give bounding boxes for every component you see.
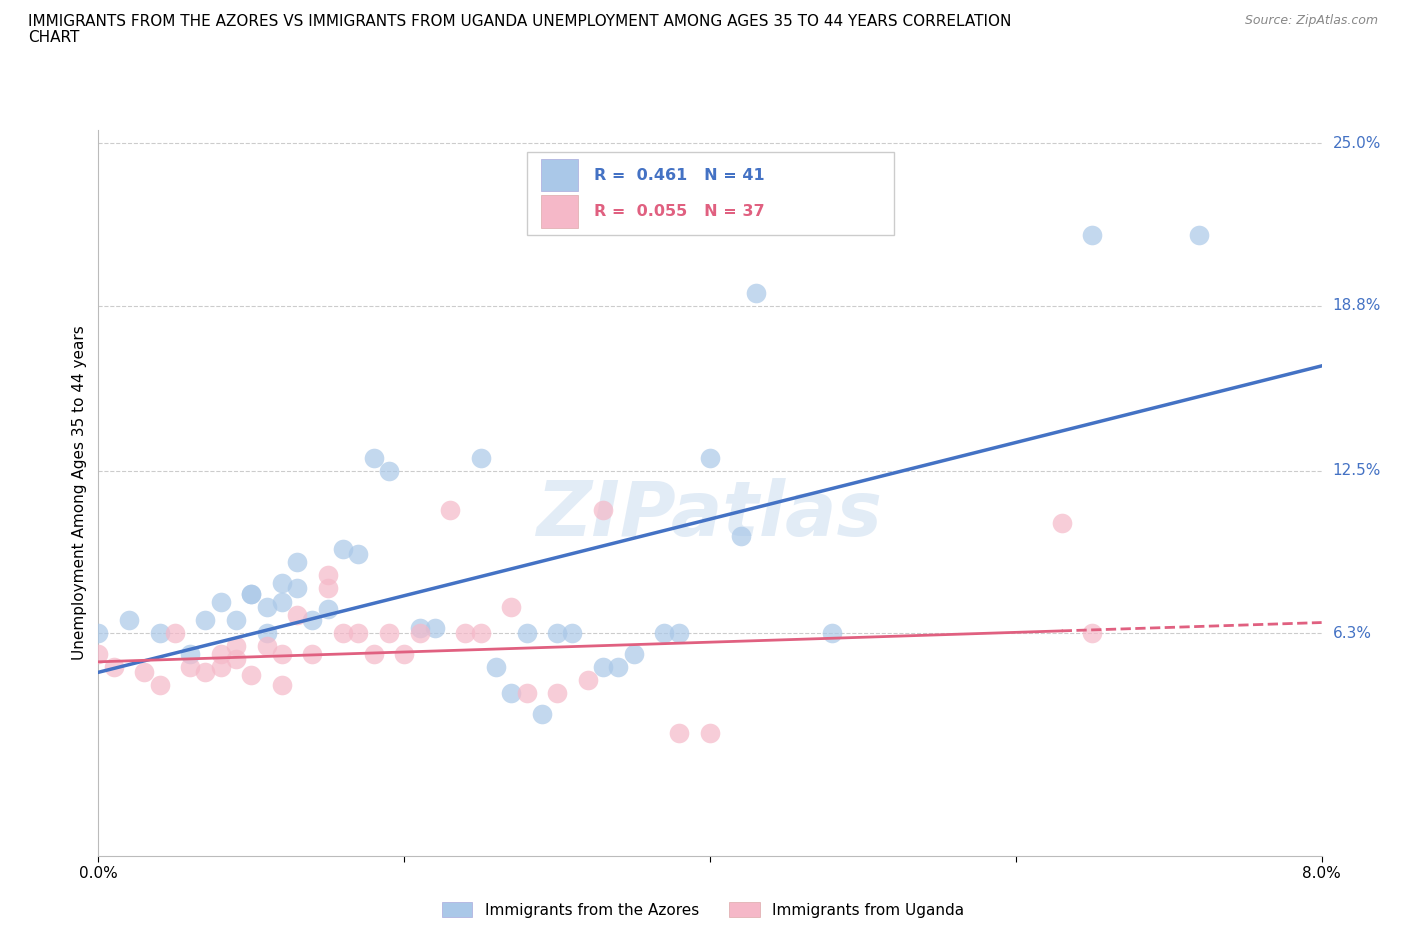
Point: [408, 626, 430, 641]
Point: [1188, 228, 1211, 243]
Point: [378, 626, 401, 641]
Point: [256, 639, 278, 654]
Point: [194, 613, 217, 628]
Point: [87, 626, 110, 641]
Point: [378, 463, 401, 478]
Point: [194, 665, 217, 680]
Point: [87, 646, 110, 661]
Point: [699, 450, 721, 465]
Y-axis label: Unemployment Among Ages 35 to 44 years: Unemployment Among Ages 35 to 44 years: [72, 326, 87, 660]
Point: [363, 646, 385, 661]
Point: [652, 626, 675, 641]
Point: [392, 646, 416, 661]
Point: [730, 528, 752, 543]
Point: [592, 659, 614, 674]
Point: [745, 286, 768, 300]
FancyBboxPatch shape: [541, 159, 578, 192]
Point: [225, 613, 247, 628]
Point: [607, 659, 630, 674]
Point: [454, 626, 477, 641]
Point: [285, 555, 308, 570]
Point: [163, 626, 186, 641]
Point: [699, 725, 721, 740]
Point: [332, 626, 354, 641]
Point: [561, 626, 583, 641]
Point: [240, 668, 263, 683]
Text: 25.0%: 25.0%: [1333, 136, 1381, 151]
Point: [225, 639, 247, 654]
Text: R =  0.461   N = 41: R = 0.461 N = 41: [593, 167, 765, 182]
Legend: Immigrants from the Azores, Immigrants from Uganda: Immigrants from the Azores, Immigrants f…: [441, 902, 965, 918]
Text: 6.3%: 6.3%: [1333, 626, 1372, 641]
Point: [179, 659, 201, 674]
Point: [179, 646, 201, 661]
Point: [209, 646, 232, 661]
Point: [439, 502, 461, 517]
Point: [485, 659, 508, 674]
Text: Source: ZipAtlas.com: Source: ZipAtlas.com: [1244, 14, 1378, 27]
Point: [516, 626, 538, 641]
Point: [668, 725, 690, 740]
Point: [316, 568, 339, 583]
Point: [240, 586, 263, 601]
Point: [240, 586, 263, 601]
Point: [332, 542, 354, 557]
Text: 18.8%: 18.8%: [1333, 299, 1381, 313]
Point: [225, 652, 247, 667]
Point: [1050, 515, 1073, 530]
Point: [285, 581, 308, 596]
Point: [118, 613, 141, 628]
Point: [1081, 228, 1104, 243]
Point: [470, 626, 492, 641]
Point: [668, 626, 690, 641]
Text: 12.5%: 12.5%: [1333, 463, 1381, 478]
Point: [270, 576, 294, 591]
Point: [149, 626, 172, 641]
Point: [301, 613, 323, 628]
Point: [256, 626, 278, 641]
Point: [270, 678, 294, 693]
Point: [209, 659, 232, 674]
Point: [134, 665, 156, 680]
Point: [256, 599, 278, 614]
Point: [103, 659, 125, 674]
Point: [576, 672, 599, 687]
Text: ZIPatlas: ZIPatlas: [537, 478, 883, 551]
Point: [423, 620, 446, 635]
Point: [1081, 626, 1104, 641]
Point: [285, 607, 308, 622]
Point: [347, 547, 370, 562]
Point: [501, 685, 523, 700]
Point: [301, 646, 323, 661]
Point: [516, 685, 538, 700]
Point: [363, 450, 385, 465]
Point: [546, 685, 568, 700]
Point: [470, 450, 492, 465]
Point: [347, 626, 370, 641]
Point: [149, 678, 172, 693]
Point: [316, 602, 339, 617]
Point: [592, 502, 614, 517]
FancyBboxPatch shape: [541, 195, 578, 228]
Text: CHART: CHART: [28, 30, 80, 45]
Point: [408, 620, 430, 635]
Point: [821, 626, 844, 641]
Point: [270, 594, 294, 609]
Point: [501, 599, 523, 614]
Point: [209, 594, 232, 609]
Point: [530, 707, 553, 722]
Text: R =  0.055   N = 37: R = 0.055 N = 37: [593, 204, 765, 219]
Text: IMMIGRANTS FROM THE AZORES VS IMMIGRANTS FROM UGANDA UNEMPLOYMENT AMONG AGES 35 : IMMIGRANTS FROM THE AZORES VS IMMIGRANTS…: [28, 14, 1011, 29]
Point: [316, 581, 339, 596]
Point: [623, 646, 645, 661]
FancyBboxPatch shape: [526, 152, 893, 235]
Point: [546, 626, 568, 641]
Point: [270, 646, 294, 661]
